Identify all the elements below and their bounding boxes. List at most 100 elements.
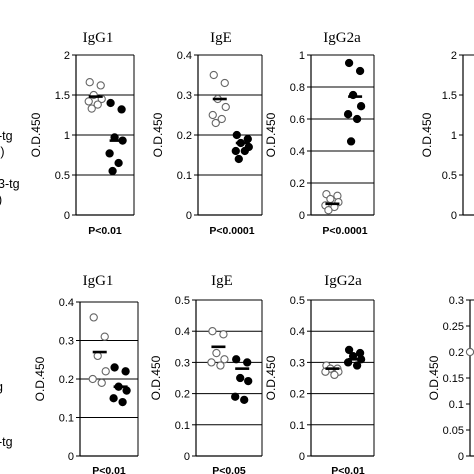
data-point-open (216, 361, 225, 370)
data-point-filled (106, 98, 115, 108)
y-tick-label: 0.4 (59, 297, 74, 309)
side-label: -tg (0, 435, 13, 449)
data-point-filled (244, 376, 253, 386)
y-tick-label: 0.1 (59, 413, 74, 425)
p-value-label: P<0.0001 (322, 225, 367, 237)
y-axis-label: O.D.450 (29, 112, 43, 157)
y-tick-label: 0.5 (175, 295, 190, 307)
data-point-filled (122, 386, 131, 395)
data-point-filled (109, 394, 118, 403)
y-axis-label: O.D.450 (264, 112, 278, 157)
data-point-filled (355, 66, 365, 76)
data-point-open (326, 194, 335, 204)
data-point-open (209, 70, 218, 80)
y-tick-label: 2 (451, 50, 457, 62)
y-tick-label: 0.3 (59, 336, 74, 348)
y-tick-label: 0.3 (449, 295, 464, 307)
data-point-filled (344, 345, 354, 355)
data-point-filled (231, 392, 240, 401)
data-point-open (207, 358, 216, 367)
panel-title: IgE (210, 30, 232, 46)
data-point-filled (121, 367, 130, 376)
p-value-label: P<0.0001 (209, 225, 254, 237)
data-point-open (88, 374, 97, 384)
y-tick-label: 0.1 (175, 420, 190, 432)
y-tick-label: 0.5 (55, 170, 70, 182)
y-tick-label: 0.8 (290, 82, 305, 94)
y-tick-label: 0 (299, 210, 305, 222)
y-axis-label: O.D.450 (264, 355, 278, 400)
panel-title: IgG1 (83, 30, 114, 46)
p-value-label: P<0.01 (88, 225, 122, 237)
data-point-open (93, 100, 102, 109)
data-point-open (217, 114, 226, 124)
data-point-open (211, 118, 220, 128)
side-label: ′) (0, 145, 5, 159)
data-point-filled (243, 134, 252, 144)
y-tick-label: 0.1 (177, 170, 192, 182)
y-tick-label: 0.2 (290, 178, 305, 190)
data-point-open (89, 313, 98, 322)
y-axis-label: O.D.450 (151, 112, 165, 157)
y-tick-label: 0.2 (175, 389, 190, 401)
data-point-filled (110, 363, 119, 372)
data-point-filled (344, 58, 354, 68)
data-point-open (324, 206, 333, 215)
y-tick-label: 0.2 (449, 347, 464, 359)
p-value-label: P<0.01 (331, 465, 365, 474)
data-point-open (212, 348, 221, 358)
data-point-filled (240, 395, 249, 404)
panel-bottom-right-partial: 0 0.05 0.1 0.15 0.2 0.25 0.3 O.D.450 (427, 295, 474, 463)
data-point-open (330, 370, 339, 380)
data-point-filled (234, 154, 243, 164)
data-point-filled (243, 358, 252, 367)
y-tick-label: 0.3 (175, 357, 190, 369)
data-point-open (220, 355, 229, 364)
y-tick-label: 1.5 (55, 90, 70, 102)
data-point-open (208, 327, 217, 336)
y-tick-label: 0.5 (290, 295, 305, 307)
y-tick-label: 0.1 (449, 399, 464, 411)
panel-top-IgG2a: 0 0.2 0.4 0.6 0.8 1 O.D.450 IgG2a P<0.0001 (264, 30, 375, 237)
y-tick-label: 1 (451, 130, 457, 142)
data-point-open (100, 332, 109, 341)
data-point-filled (346, 137, 356, 146)
y-tick-label: 0 (451, 210, 457, 222)
y-tick-label: 0.2 (59, 374, 74, 386)
y-tick-label: 1 (64, 130, 70, 142)
side-label: g (0, 380, 3, 394)
p-value-label: P<0.05 (212, 465, 246, 474)
data-point-open (84, 97, 93, 106)
data-point-open (465, 347, 474, 357)
data-point-filled (352, 114, 362, 124)
y-tick-label: 0.05 (443, 425, 464, 437)
y-tick-label: 0 (458, 451, 464, 463)
data-point-filled (356, 102, 366, 111)
data-point-filled (114, 158, 123, 168)
y-tick-label: 0.4 (175, 326, 190, 338)
y-tick-label: 1 (299, 50, 305, 62)
data-point-filled (352, 361, 362, 370)
data-point-filled (343, 110, 353, 119)
data-point-filled (232, 355, 241, 364)
panel-bottom-IgG1: 0 0.1 0.2 0.3 0.4 O.D.450 IgG1 P<0.01 (33, 273, 139, 474)
data-point-open (97, 378, 106, 387)
panel-title: IgG2a (324, 273, 362, 289)
data-point-open (101, 367, 110, 376)
data-point-open (221, 102, 230, 112)
y-tick-label: 0.25 (443, 321, 464, 333)
y-tick-label: 0 (64, 210, 70, 222)
p-value-label: P<0.01 (92, 465, 126, 474)
y-tick-label: 0.5 (442, 170, 457, 182)
data-point-filled (117, 105, 126, 114)
panel-title: IgG2a (323, 30, 361, 46)
y-tick-label: 0.6 (290, 114, 305, 126)
data-point-filled (231, 146, 240, 156)
data-point-filled (105, 149, 114, 158)
y-tick-label: 0.4 (290, 326, 305, 338)
y-tick-label: 0.4 (290, 146, 305, 158)
panel-title: IgG1 (83, 273, 114, 289)
y-tick-label: 0.1 (290, 420, 305, 432)
side-label: ) (0, 193, 2, 207)
